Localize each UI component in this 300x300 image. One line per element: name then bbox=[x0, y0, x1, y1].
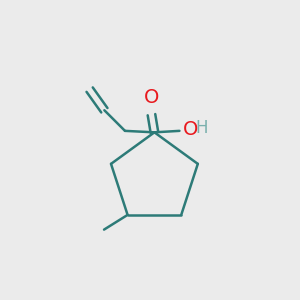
Text: H: H bbox=[196, 119, 208, 137]
Text: O: O bbox=[182, 120, 198, 139]
Text: O: O bbox=[144, 88, 159, 107]
